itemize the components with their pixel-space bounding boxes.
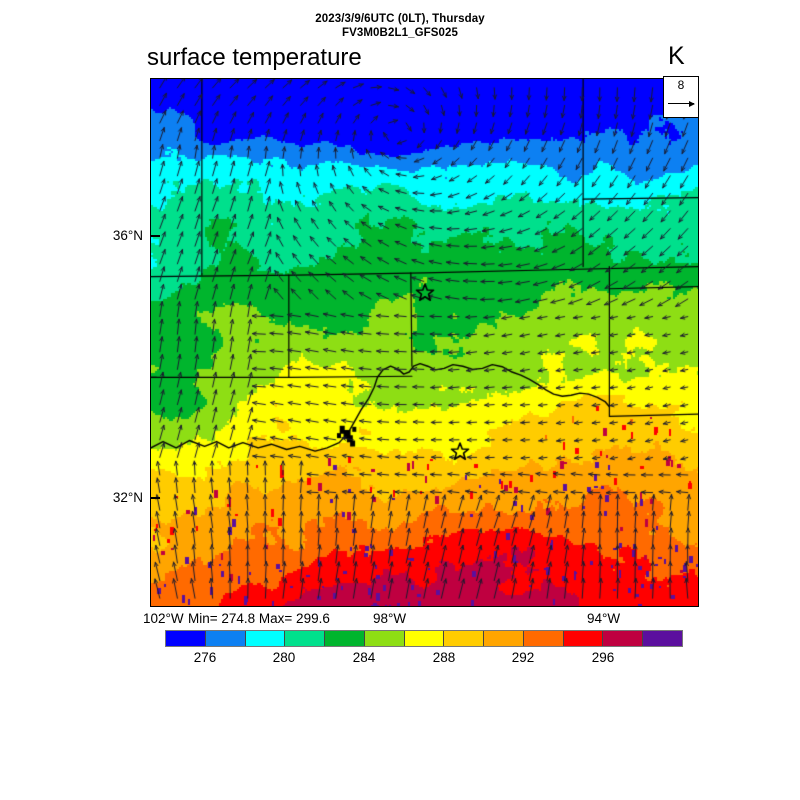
colorbar-label-276: 276 <box>193 650 217 665</box>
lat-tick-32 <box>151 497 160 499</box>
colorbar-label-288: 288 <box>432 650 456 665</box>
variable-title: surface temperature <box>147 44 362 71</box>
minmax-readout: Min= 274.8 Max= 299.6 <box>188 611 330 626</box>
colorbar-band-3 <box>285 631 326 646</box>
wind-key-value: 8 <box>677 78 685 92</box>
map-plot-area <box>150 78 699 607</box>
colorbar-band-6 <box>404 631 445 646</box>
temperature-field <box>151 79 698 606</box>
lat-tick-36 <box>151 235 160 237</box>
lat-label-32: 32°N <box>112 490 143 505</box>
colorbar <box>165 630 683 647</box>
colorbar-band-5 <box>364 631 405 646</box>
title-line-1: 2023/3/9/6UTC (0LT), Thursday <box>315 13 485 25</box>
arrow-right-icon <box>668 100 695 107</box>
colorbar-band-4 <box>325 631 365 646</box>
colorbar-label-296: 296 <box>591 650 615 665</box>
lon-label-98: 98°W <box>373 611 407 626</box>
colorbar-band-0 <box>166 631 206 646</box>
colorbar-label-284: 284 <box>352 650 376 665</box>
colorbar-band-1 <box>205 631 246 646</box>
title-line-2: FV3M0B2L1_GFS025 <box>341 27 458 39</box>
colorbar-band-7 <box>444 631 485 646</box>
lon-label-94: 94°W <box>587 611 621 626</box>
colorbar-band-9 <box>523 631 564 646</box>
colorbar-band-8 <box>484 631 524 646</box>
lat-label-36: 36°N <box>112 228 143 243</box>
colorbar-band-2 <box>245 631 286 646</box>
unit-label: K <box>668 42 685 70</box>
colorbar-band-12 <box>643 631 682 646</box>
colorbar-band-11 <box>603 631 644 646</box>
colorbar-label-292: 292 <box>511 650 535 665</box>
colorbar-band-10 <box>563 631 604 646</box>
lon-label-102: 102°W <box>143 611 184 626</box>
colorbar-label-280: 280 <box>272 650 296 665</box>
wind-vector-legend: 8 <box>663 76 699 118</box>
